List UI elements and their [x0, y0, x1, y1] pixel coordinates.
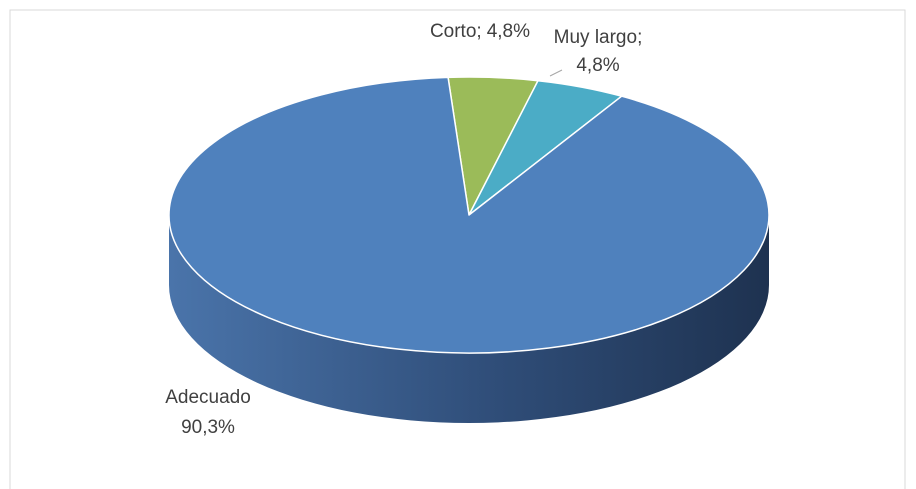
data-label-part: Muy largo;	[554, 27, 643, 48]
leader-line	[549, 69, 563, 77]
slice	[168, 76, 770, 354]
data-label: Corto; 4,8%	[430, 21, 530, 42]
slice-side	[169, 215, 769, 423]
data-label-part: Adecuado	[165, 387, 251, 408]
data-label-part: Corto;	[430, 21, 482, 42]
data-label-part: 90,3%	[181, 417, 235, 438]
data-label-part: 4,8%	[487, 21, 530, 42]
data-label: Muy largo; 4,8%	[554, 27, 643, 76]
data-label: Adecuado 90,3%	[165, 387, 251, 438]
data-label-part: 4,8%	[576, 55, 619, 76]
